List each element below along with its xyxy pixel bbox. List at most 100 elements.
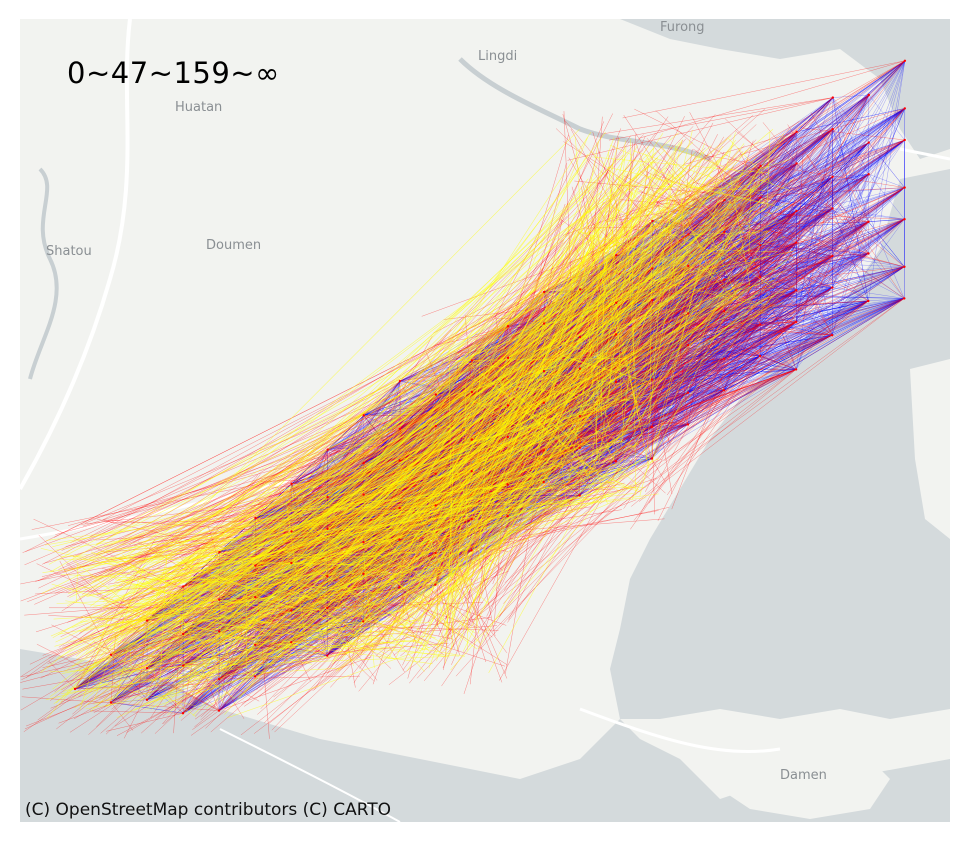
- flow-line-low: [182, 655, 328, 714]
- flow-line-low: [543, 221, 869, 372]
- flow-line-low: [399, 380, 508, 406]
- flow-line-low: [291, 355, 761, 643]
- zone-centroid: [542, 370, 546, 373]
- flow-line-low: [687, 174, 869, 393]
- place-label-furong: Furong: [660, 20, 705, 35]
- flow-line-low: [579, 287, 833, 417]
- flow-line-low: [760, 242, 797, 277]
- flow-line-mid: [291, 483, 493, 638]
- flow-line-low: [110, 505, 436, 656]
- flow-line-mid: [490, 242, 797, 575]
- flow-line-low: [399, 97, 833, 429]
- flow-line-low: [579, 298, 905, 496]
- zone-centroid: [542, 480, 545, 484]
- flow-line-low: [832, 129, 869, 222]
- zone-centroid: [290, 530, 293, 533]
- flow-line-low: [688, 234, 725, 391]
- zone-centroid: [218, 598, 221, 601]
- flow-line-low: [435, 392, 689, 585]
- zone-centroid: [506, 356, 510, 359]
- flow-line-low: [74, 621, 364, 690]
- zone-centroid: [470, 517, 473, 520]
- flow-line-low: [759, 208, 833, 325]
- flow-line-mid: [218, 543, 370, 711]
- zone-centroid: [362, 414, 365, 417]
- flow-line-low: [868, 60, 906, 302]
- flow-line-low: [760, 244, 833, 257]
- flow-line-low: [110, 654, 148, 700]
- flow-line-low: [831, 221, 869, 336]
- flow-line-low: [183, 665, 220, 680]
- flow-line-mid: [634, 108, 833, 209]
- flow-line-low: [507, 300, 869, 517]
- flow-line-low: [795, 108, 906, 370]
- od-flow-network: [20, 59, 907, 739]
- flow-line-mid: [633, 221, 869, 521]
- flow-line-low: [687, 131, 797, 346]
- flow-line-low: [760, 244, 833, 288]
- flow-line-mid: [433, 128, 833, 334]
- flow-line-mid: [291, 617, 492, 643]
- zone-centroid: [506, 435, 509, 439]
- road-3: [579, 707, 781, 754]
- flow-line-low: [796, 163, 833, 336]
- flow-line-mid: [467, 300, 869, 587]
- flow-line-low: [760, 255, 833, 278]
- zone-centroid: [470, 359, 474, 362]
- zone-centroid: [686, 423, 690, 426]
- zone-centroid: [326, 496, 329, 499]
- flow-line-low: [688, 313, 725, 359]
- flow-line-low: [687, 200, 725, 314]
- zone-centroid: [470, 470, 473, 473]
- flow-line-low: [760, 355, 797, 370]
- flow-line-mid: [255, 644, 347, 655]
- flow-line-low: [616, 302, 797, 323]
- flow-line-low: [615, 355, 761, 414]
- flow-line-low: [219, 528, 328, 601]
- flow-line-low: [688, 131, 797, 235]
- flow-line-low: [724, 208, 833, 233]
- flow-line-low: [615, 60, 906, 414]
- flow-line-low: [832, 208, 869, 302]
- flow-line-low: [651, 358, 725, 459]
- flow-line-low: [796, 242, 905, 268]
- flow-line-low: [832, 94, 869, 98]
- flow-line-low: [832, 129, 869, 254]
- flow-line-low: [760, 218, 905, 325]
- flow-line-low: [868, 221, 905, 267]
- flow-line-low: [832, 60, 906, 257]
- flow-line-low: [182, 355, 761, 714]
- flow-line-low: [760, 197, 905, 299]
- water-estuary-south: [20, 649, 950, 822]
- place-label-damen: Damen: [780, 768, 827, 783]
- flow-line-low: [868, 142, 905, 188]
- flow-line-mid: [416, 324, 761, 679]
- flow-line-low: [182, 355, 761, 666]
- flow-line-low: [723, 129, 833, 391]
- flow-line-low: [795, 129, 833, 322]
- flow-line-low: [723, 324, 761, 359]
- flow-line-low: [724, 199, 869, 302]
- flow-line-low: [724, 231, 833, 257]
- flow-line-low: [651, 108, 905, 428]
- flow-line-low: [832, 253, 869, 257]
- flow-line-low: [724, 199, 905, 220]
- flow-line-low: [760, 244, 869, 254]
- flow-line-low: [796, 97, 833, 132]
- zone-centroid: [290, 482, 293, 485]
- flow-line-low: [796, 108, 905, 133]
- zone-centroid: [145, 698, 149, 701]
- map-canvas[interactable]: Furong Lingdi Huatan Shatou Doumen Damen: [20, 19, 950, 822]
- flow-line-low: [796, 187, 905, 291]
- flow-line-low: [832, 108, 906, 288]
- flow-line-mid: [182, 658, 194, 714]
- flow-line-low: [651, 60, 906, 428]
- flow-line-low: [832, 142, 869, 177]
- zone-centroid: [217, 709, 221, 712]
- flow-line-low: [832, 97, 869, 175]
- flow-line-low: [183, 344, 689, 587]
- flow-line-low: [832, 208, 869, 302]
- zone-centroid: [470, 549, 473, 552]
- flow-line-low: [796, 60, 906, 243]
- zone-centroid: [326, 527, 329, 530]
